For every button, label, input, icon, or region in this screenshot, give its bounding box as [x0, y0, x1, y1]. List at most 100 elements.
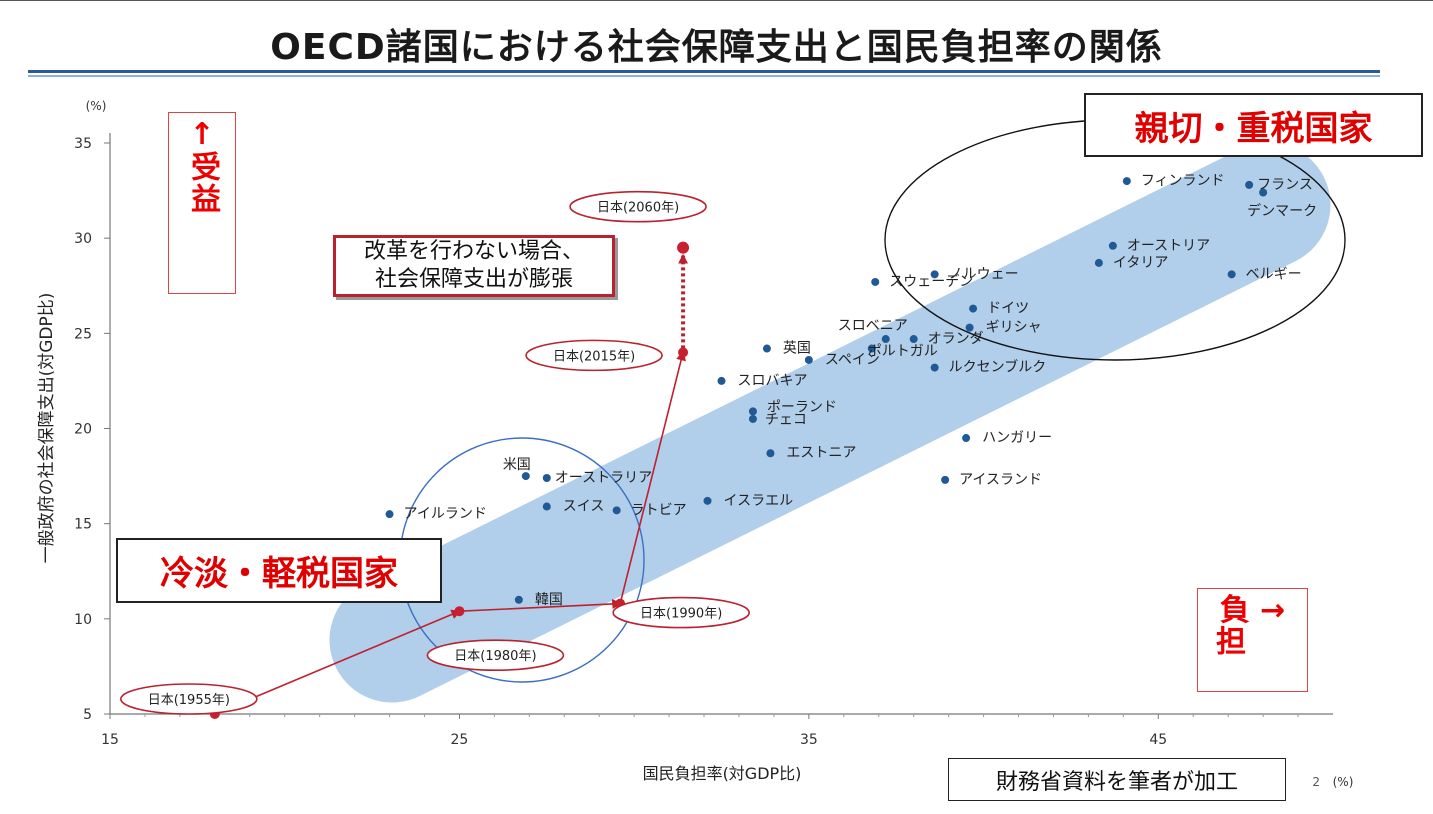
x-tick-label: 25	[451, 732, 469, 748]
country-point	[909, 335, 918, 344]
benefit-note: ↑ 受益	[168, 112, 236, 294]
country-label: オーストリア	[1127, 238, 1210, 254]
burden-arrow: →	[1260, 593, 1286, 628]
burden-text: 負	[1219, 593, 1250, 628]
country-label: イタリア	[1113, 255, 1168, 271]
country-label: スペイン	[825, 352, 880, 368]
country-point	[703, 496, 712, 505]
y-tick-label: 35	[74, 136, 92, 152]
country-label: イスラエル	[724, 493, 794, 509]
country-label: ドイツ	[987, 301, 1029, 317]
japan-label-ellipse	[612, 596, 750, 629]
country-label: スロバキア	[738, 373, 808, 389]
country-label: 韓国	[535, 592, 563, 608]
country-point	[930, 363, 939, 372]
title-underline-light	[28, 75, 1380, 77]
country-point	[867, 344, 876, 353]
country-label: ルクセンブルク	[949, 359, 1047, 376]
japan-label: 日本(1980年)	[454, 649, 536, 664]
country-label: スウェーデン	[889, 273, 973, 290]
country-label: アイルランド	[404, 506, 487, 522]
trend-band	[329, 142, 1331, 703]
country-point	[717, 376, 726, 385]
country-point	[1245, 180, 1254, 189]
country-point	[965, 323, 974, 332]
reform-note: 改革を行わない場合、 社会保障支出が膨張	[333, 235, 615, 297]
y-axis-label: 一般政府の社会保障支出(対GDP比)	[37, 293, 57, 564]
x-axis-label: 国民負担率(対GDP比)	[643, 764, 802, 783]
japan-path-segment	[459, 598, 623, 613]
y-tick-label: 5	[83, 707, 92, 723]
japan-label: 日本(2015年)	[553, 349, 635, 364]
y-tick-label: 15	[74, 517, 92, 533]
y-tick-label: 30	[74, 231, 92, 247]
country-point	[969, 304, 978, 313]
burden-note: 負 → 担	[1197, 588, 1308, 692]
country-label: フィンランド	[1141, 173, 1225, 189]
country-label: ハンガリー	[982, 430, 1052, 446]
country-label: オーストラリア	[555, 470, 652, 486]
x-unit-label: (%)	[1333, 775, 1354, 789]
country-point	[748, 414, 757, 423]
japan-path-segment	[619, 350, 686, 604]
y-unit-label: (%)	[86, 99, 107, 113]
title-underline	[28, 70, 1380, 73]
country-point	[871, 277, 880, 286]
country-label: フランス	[1257, 177, 1313, 193]
japan-label-ellipse	[120, 683, 258, 715]
japan-label: 日本(2060年)	[597, 201, 679, 216]
x-tick-label: 45	[1149, 732, 1167, 748]
country-point	[766, 449, 775, 458]
country-point	[521, 472, 530, 481]
country-label: デンマーク	[1247, 202, 1317, 219]
japan-label-ellipse	[569, 190, 707, 223]
country-point	[941, 475, 950, 484]
top-border	[0, 0, 1433, 1]
page-number: 2	[1312, 775, 1320, 789]
source-note: 財務省資料を筆者が加工	[948, 758, 1286, 801]
country-point	[542, 473, 551, 482]
x-tick-label: 15	[101, 732, 119, 748]
japan-point	[454, 606, 465, 617]
country-point	[385, 510, 394, 519]
benefit-text: 受益	[185, 151, 220, 215]
japan-label-ellipse	[525, 339, 663, 372]
country-point	[804, 355, 813, 364]
japan-label: 日本(1955年)	[148, 693, 230, 708]
country-label: スイス	[563, 499, 605, 515]
country-label: ポルトガル	[868, 344, 938, 360]
japan-label-ellipse	[426, 639, 565, 672]
japan-point	[677, 241, 690, 254]
country-point	[1094, 258, 1103, 267]
benefit-arrow: ↑	[189, 117, 215, 152]
country-point	[930, 270, 939, 279]
country-label: ノルウェー	[949, 266, 1019, 282]
x-tick-label: 35	[800, 732, 818, 748]
reform-line-1: 改革を行わない場合、	[363, 239, 584, 264]
cold-light-tax-label: 冷淡・軽税国家	[116, 538, 442, 603]
y-tick-label: 20	[74, 422, 92, 438]
country-label: 英国	[783, 340, 811, 357]
kind-heavy-tax-label: 親切・重税国家	[1084, 93, 1423, 157]
country-label: エストニア	[786, 445, 856, 461]
country-point	[1108, 241, 1117, 250]
country-point	[1259, 188, 1268, 197]
country-label: ギリシャ	[986, 320, 1042, 336]
country-point	[612, 506, 621, 515]
country-point	[514, 595, 523, 604]
reform-line-2: 社会保障支出が膨張	[374, 267, 573, 292]
country-label: スロベニア	[838, 318, 908, 334]
country-label: アイスランド	[959, 472, 1042, 488]
country-label: チェコ	[765, 412, 807, 428]
country-label: 米国	[503, 457, 531, 473]
country-point	[881, 335, 890, 344]
page-title: OECD諸国における社会保障支出と国民負担率の関係	[270, 27, 1163, 68]
country-point	[962, 434, 971, 443]
y-tick-label: 25	[74, 326, 92, 342]
country-label: ベルギー	[1246, 266, 1302, 282]
country-point	[542, 502, 551, 511]
country-label: ラトビア	[631, 502, 687, 518]
country-label: ポーランド	[767, 399, 837, 415]
country-point	[1122, 177, 1131, 186]
y-tick-label: 10	[74, 612, 92, 628]
